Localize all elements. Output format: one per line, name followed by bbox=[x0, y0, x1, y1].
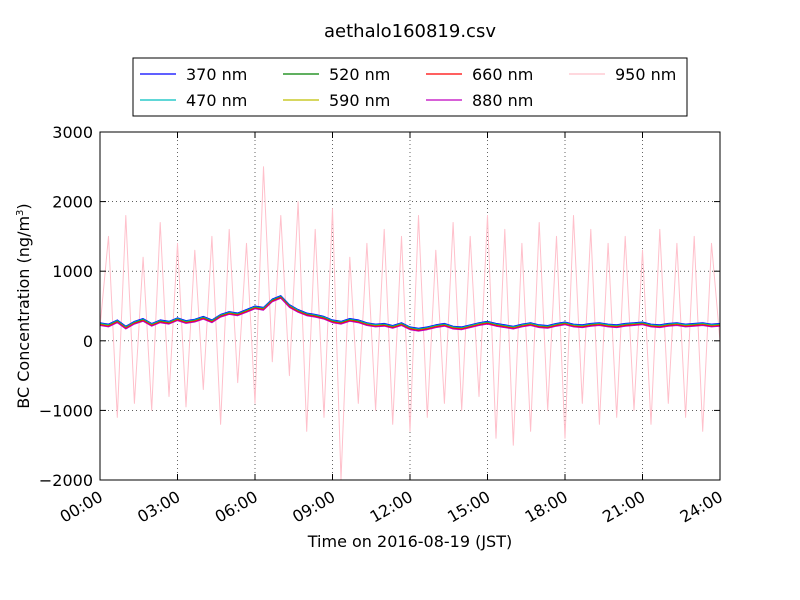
legend: 370 nm 470 nm 520 nm 590 nm 660 nm 880 nm 950 … bbox=[132, 57, 688, 117]
y-tick-label: −1000 bbox=[39, 401, 93, 420]
series-line-660-nm bbox=[99, 297, 721, 331]
legend-label: 880 nm bbox=[472, 91, 533, 110]
y-axis-label-main: BC Concentration (ng/m bbox=[14, 216, 33, 409]
series-lines bbox=[99, 166, 721, 481]
legend-label: 520 nm bbox=[329, 65, 390, 84]
x-axis-label: Time on 2016-08-19 (JST) bbox=[307, 532, 512, 551]
y-axis-label: BC Concentration (ng/m3) bbox=[14, 203, 33, 408]
y-tick-label: 0 bbox=[83, 332, 93, 351]
legend-label: 470 nm bbox=[186, 91, 247, 110]
y-axis-label-end: ) bbox=[14, 203, 33, 209]
y-tick-label: 2000 bbox=[52, 193, 93, 212]
y-tick-label: 1000 bbox=[52, 262, 93, 281]
series-line-950-nm bbox=[99, 166, 721, 481]
y-tick-label: 3000 bbox=[52, 123, 93, 142]
legend-label: 950 nm bbox=[615, 65, 676, 84]
series-line-370-nm bbox=[99, 295, 721, 329]
y-tick-label: −2000 bbox=[39, 471, 93, 490]
legend-label: 590 nm bbox=[329, 91, 390, 110]
legend-label: 370 nm bbox=[186, 65, 247, 84]
legend-box bbox=[132, 57, 688, 117]
y-axis-label-superscript: 3 bbox=[15, 210, 26, 216]
chart-title: aethalo160819.csv bbox=[324, 21, 496, 42]
series-line-880-nm bbox=[99, 297, 721, 332]
legend-label: 660 nm bbox=[472, 65, 533, 84]
series-line-470-nm bbox=[99, 295, 721, 330]
